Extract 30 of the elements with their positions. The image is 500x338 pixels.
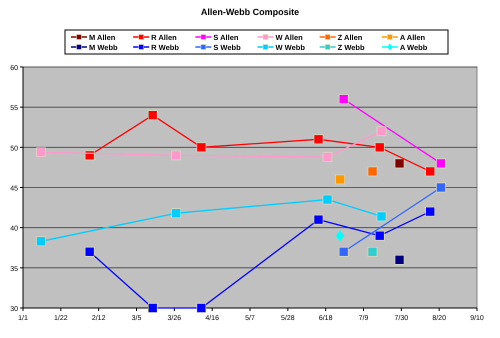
- point: [314, 214, 324, 224]
- point: [436, 158, 446, 168]
- point: [148, 110, 158, 120]
- point: [368, 166, 378, 176]
- point: [335, 174, 345, 184]
- point: [171, 208, 181, 218]
- point: [36, 147, 46, 157]
- point: [425, 206, 435, 216]
- point: [314, 134, 324, 144]
- point: [336, 230, 345, 242]
- point: [196, 142, 206, 152]
- point: [84, 246, 94, 257]
- point: [374, 142, 385, 152]
- point: [436, 182, 446, 192]
- point: [368, 246, 378, 257]
- point: [374, 230, 385, 240]
- point: [425, 166, 435, 176]
- point: [36, 236, 46, 246]
- point: [338, 94, 348, 104]
- chart-title: Allen-Webb Composite: [200, 7, 300, 17]
- point: [148, 303, 158, 313]
- point: [171, 150, 181, 160]
- point: [394, 255, 404, 265]
- point: [322, 194, 332, 204]
- point: [322, 152, 332, 162]
- point: [196, 303, 206, 313]
- point: [338, 246, 348, 257]
- point: [394, 158, 404, 168]
- point: [376, 212, 386, 222]
- point: [376, 126, 386, 136]
